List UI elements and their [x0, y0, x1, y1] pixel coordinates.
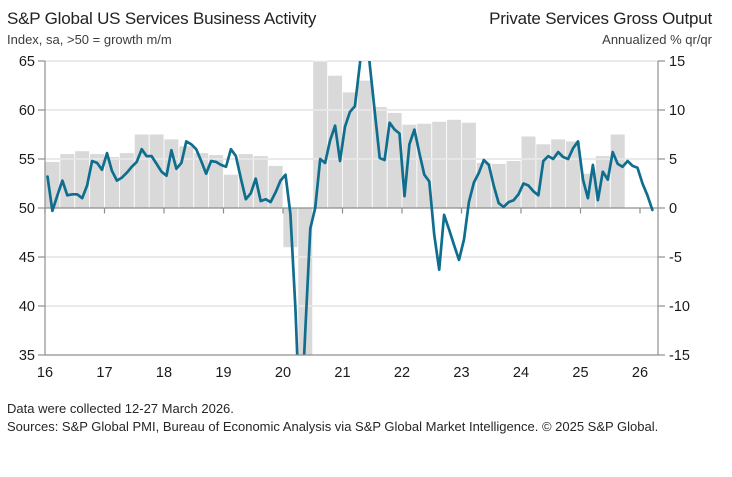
quarterly-bar: [551, 139, 566, 208]
quarterly-bar: [328, 75, 343, 208]
right-axis-tick-label: 5: [669, 152, 677, 168]
quarterly-bar: [521, 136, 536, 208]
quarterly-bar: [476, 162, 491, 208]
right-axis-subtitle: Annualized % qr/qr: [602, 32, 712, 47]
quarterly-bar: [105, 157, 119, 208]
quarterly-bar: [357, 80, 372, 208]
quarterly-bar: [387, 112, 402, 208]
pmi-line-group: [46, 61, 654, 355]
axis-labels: 35 40 45 50 55 60 65 -15 -10 -5 0 5 10 15 16 17 18 19 20 21…: [19, 54, 690, 381]
quarterly-bar: [179, 146, 194, 208]
quarterly-bar: [119, 153, 134, 208]
left-series-title: S&P Global US Services Business Activity: [7, 9, 317, 28]
axes-frame: [38, 60, 665, 356]
year-tick-label: 23: [453, 365, 469, 381]
subtitles-row: Index, sa, >50 = growth m/m Annualized %…: [7, 32, 712, 47]
right-axis-tick-label: 0: [669, 201, 677, 217]
left-axis-tick-label: 45: [19, 250, 35, 266]
right-axis-tick-label: -5: [669, 250, 682, 266]
quarterly-bar: [491, 163, 506, 208]
right-axis-tick-label: 10: [669, 103, 685, 119]
year-tick-label: 16: [37, 365, 53, 381]
quarterly-bar: [209, 155, 224, 208]
quarterly-bar: [313, 61, 328, 208]
left-axis-tick-label: 35: [19, 348, 35, 364]
quarterly-bar: [134, 134, 149, 208]
year-tick-label: 25: [572, 365, 588, 381]
right-axis-tick-label: -15: [669, 348, 690, 364]
sources-note: Sources: S&P Global PMI, Bureau of Econo…: [7, 419, 659, 435]
chart-footnote: Data were collected 12-27 March 2026. So…: [0, 392, 732, 437]
gross-output-bars: [45, 61, 625, 355]
left-axis-tick-label: 60: [19, 103, 35, 119]
quarterly-bar: [447, 119, 462, 208]
year-tick-label: 18: [156, 365, 172, 381]
chart-header: S&P Global US Services Business Activity…: [0, 0, 732, 47]
left-axis-tick-label: 55: [19, 152, 35, 168]
left-axis-tick-label: 50: [19, 201, 35, 217]
quarterly-bar: [610, 134, 625, 208]
zero-line-year-ticks: [44, 208, 641, 214]
left-axis-subtitle: Index, sa, >50 = growth m/m: [7, 32, 172, 47]
right-series-title: Private Services Gross Output: [489, 9, 712, 28]
titles-row: S&P Global US Services Business Activity…: [7, 9, 712, 29]
quarterly-bar: [461, 122, 476, 208]
year-tick-label: 24: [513, 365, 529, 381]
year-tick-label: 19: [215, 365, 231, 381]
left-axis-tick-label: 40: [19, 299, 35, 315]
collection-note: Data were collected 12-27 March 2026.: [7, 401, 234, 416]
right-axis-tick-label: -10: [669, 299, 690, 315]
year-tick-label: 17: [96, 365, 112, 381]
left-axis-tick-label: 65: [19, 54, 35, 70]
quarterly-bar: [417, 123, 432, 208]
year-tick-label: 21: [334, 365, 350, 381]
quarterly-bar: [164, 139, 179, 208]
quarterly-bar: [536, 144, 551, 208]
right-axis-tick-label: 15: [669, 54, 685, 70]
year-tick-label: 22: [394, 365, 410, 381]
pmi-line-path: [46, 61, 654, 355]
year-tick-label: 20: [275, 365, 291, 381]
quarterly-bar: [223, 174, 238, 208]
quarterly-bar: [253, 156, 268, 208]
pmi-vs-gross-output-chart: 35 40 45 50 55 60 65 -15 -10 -5 0 5 10 15 16 17 18 19 20 21…: [19, 54, 690, 381]
quarterly-bar: [149, 134, 164, 208]
year-tick-label: 26: [632, 365, 648, 381]
quarterly-bar: [432, 121, 447, 208]
